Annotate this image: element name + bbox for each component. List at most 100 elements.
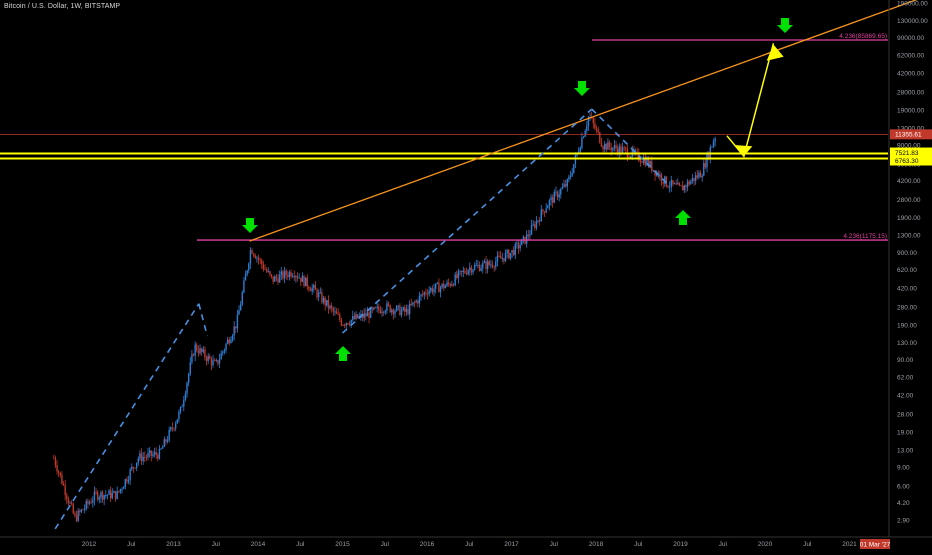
- candle-body: [472, 269, 474, 273]
- candle-body: [92, 500, 94, 503]
- candle-body: [137, 458, 139, 463]
- candle-body: [98, 497, 100, 500]
- candle-body: [373, 307, 375, 310]
- candle-body: [483, 261, 486, 264]
- candle-body: [101, 492, 104, 500]
- candle-body: [431, 288, 434, 293]
- candle-body: [459, 270, 461, 272]
- candle-body: [667, 186, 669, 188]
- time-axis-label: 2018: [589, 541, 604, 548]
- candle-body: [426, 293, 429, 295]
- candle-body: [706, 153, 708, 168]
- candle-body: [160, 448, 162, 450]
- candle-body: [537, 220, 539, 222]
- candle-body: [197, 350, 200, 354]
- candle-body: [612, 147, 614, 151]
- candle-body: [547, 205, 549, 209]
- candle-body: [444, 285, 447, 289]
- candle-body: [269, 271, 271, 275]
- candle-body: [438, 282, 440, 293]
- candle-body: [402, 307, 404, 311]
- candle-body: [342, 324, 344, 326]
- candle-body: [434, 283, 437, 289]
- candle-body: [352, 315, 354, 320]
- candle-body: [421, 294, 424, 296]
- candle-body: [493, 266, 495, 268]
- candle-body: [501, 258, 503, 259]
- candle-body: [278, 274, 281, 283]
- candle-body: [265, 269, 268, 272]
- candle-body: [282, 271, 284, 279]
- candle-body: [87, 500, 89, 504]
- price-axis-label: 42000.00: [897, 71, 924, 78]
- candle-body: [535, 221, 538, 228]
- candle-body: [439, 287, 442, 293]
- candle-body: [257, 257, 260, 260]
- price-axis-label: 4200.00: [897, 178, 921, 185]
- price-axis-label: 2.90: [897, 517, 910, 524]
- candle-body: [189, 362, 191, 374]
- arrow-down-icon: [242, 218, 258, 233]
- candle-body: [345, 323, 347, 326]
- price-axis-label: 190.00: [897, 322, 917, 329]
- candle-body: [272, 276, 274, 282]
- candle-body: [178, 411, 180, 420]
- candle-body: [521, 239, 523, 246]
- candle-body: [376, 306, 378, 308]
- price-axis-label: 4.20: [897, 500, 910, 507]
- price-axis-label: 9.00: [897, 465, 910, 472]
- candle-body: [460, 270, 463, 273]
- candle-body: [251, 250, 253, 254]
- time-axis-label: 2017: [504, 541, 519, 548]
- candle-body: [204, 349, 206, 358]
- candle-body: [108, 490, 110, 495]
- price-axis[interactable]: 190000.00 130000.00 90000.00 62000.00 42000.…: [888, 0, 928, 537]
- candle-body: [329, 305, 331, 309]
- candle-body: [75, 515, 78, 521]
- candle-body: [267, 271, 269, 273]
- candle-body: [176, 419, 178, 424]
- candle-body: [82, 509, 84, 511]
- candle-body: [395, 306, 398, 311]
- candle-body: [428, 290, 430, 295]
- candle-body: [283, 270, 286, 279]
- candle-body: [607, 142, 609, 150]
- candle-body: [309, 289, 312, 292]
- candle-body: [202, 349, 204, 352]
- candle-body: [244, 274, 247, 281]
- time-axis-label: Jul: [381, 541, 390, 548]
- candle-body: [191, 354, 193, 363]
- candle-body: [311, 287, 313, 292]
- candle-body: [475, 265, 477, 266]
- candle-body: [317, 292, 320, 298]
- candle-body: [335, 311, 338, 314]
- time-axis[interactable]: 2012 Jul 2013 Jul 2014 Jul 2015 Jul 2016 Jul 2017 J…: [0, 536, 932, 549]
- candle-body: [210, 358, 213, 366]
- candle-body: [457, 271, 460, 279]
- candle-body: [293, 275, 295, 278]
- candle-body: [573, 164, 575, 173]
- candle-body: [512, 249, 515, 256]
- candle-body: [340, 319, 343, 325]
- candle-body: [313, 285, 315, 288]
- candle-body: [420, 294, 422, 297]
- candle-body: [644, 158, 646, 166]
- candle-body: [691, 178, 694, 182]
- candle-body: [555, 191, 557, 193]
- candle-body: [703, 163, 705, 176]
- candle-body: [90, 502, 92, 504]
- candle-body: [194, 344, 196, 356]
- candle-body: [153, 452, 156, 455]
- candle-body: [652, 170, 655, 171]
- candle-body: [694, 175, 697, 181]
- candle-body: [121, 488, 123, 490]
- candle-body: [446, 282, 448, 286]
- projected-path-arrowhead: [735, 145, 753, 157]
- chart-title: Bitcoin / U.S. Dollar, 1W, BITSTAMP: [4, 3, 121, 10]
- time-axis-label: Jul: [550, 541, 559, 548]
- candle-body: [673, 183, 676, 185]
- candle-body: [405, 308, 408, 312]
- candle-body: [186, 382, 188, 394]
